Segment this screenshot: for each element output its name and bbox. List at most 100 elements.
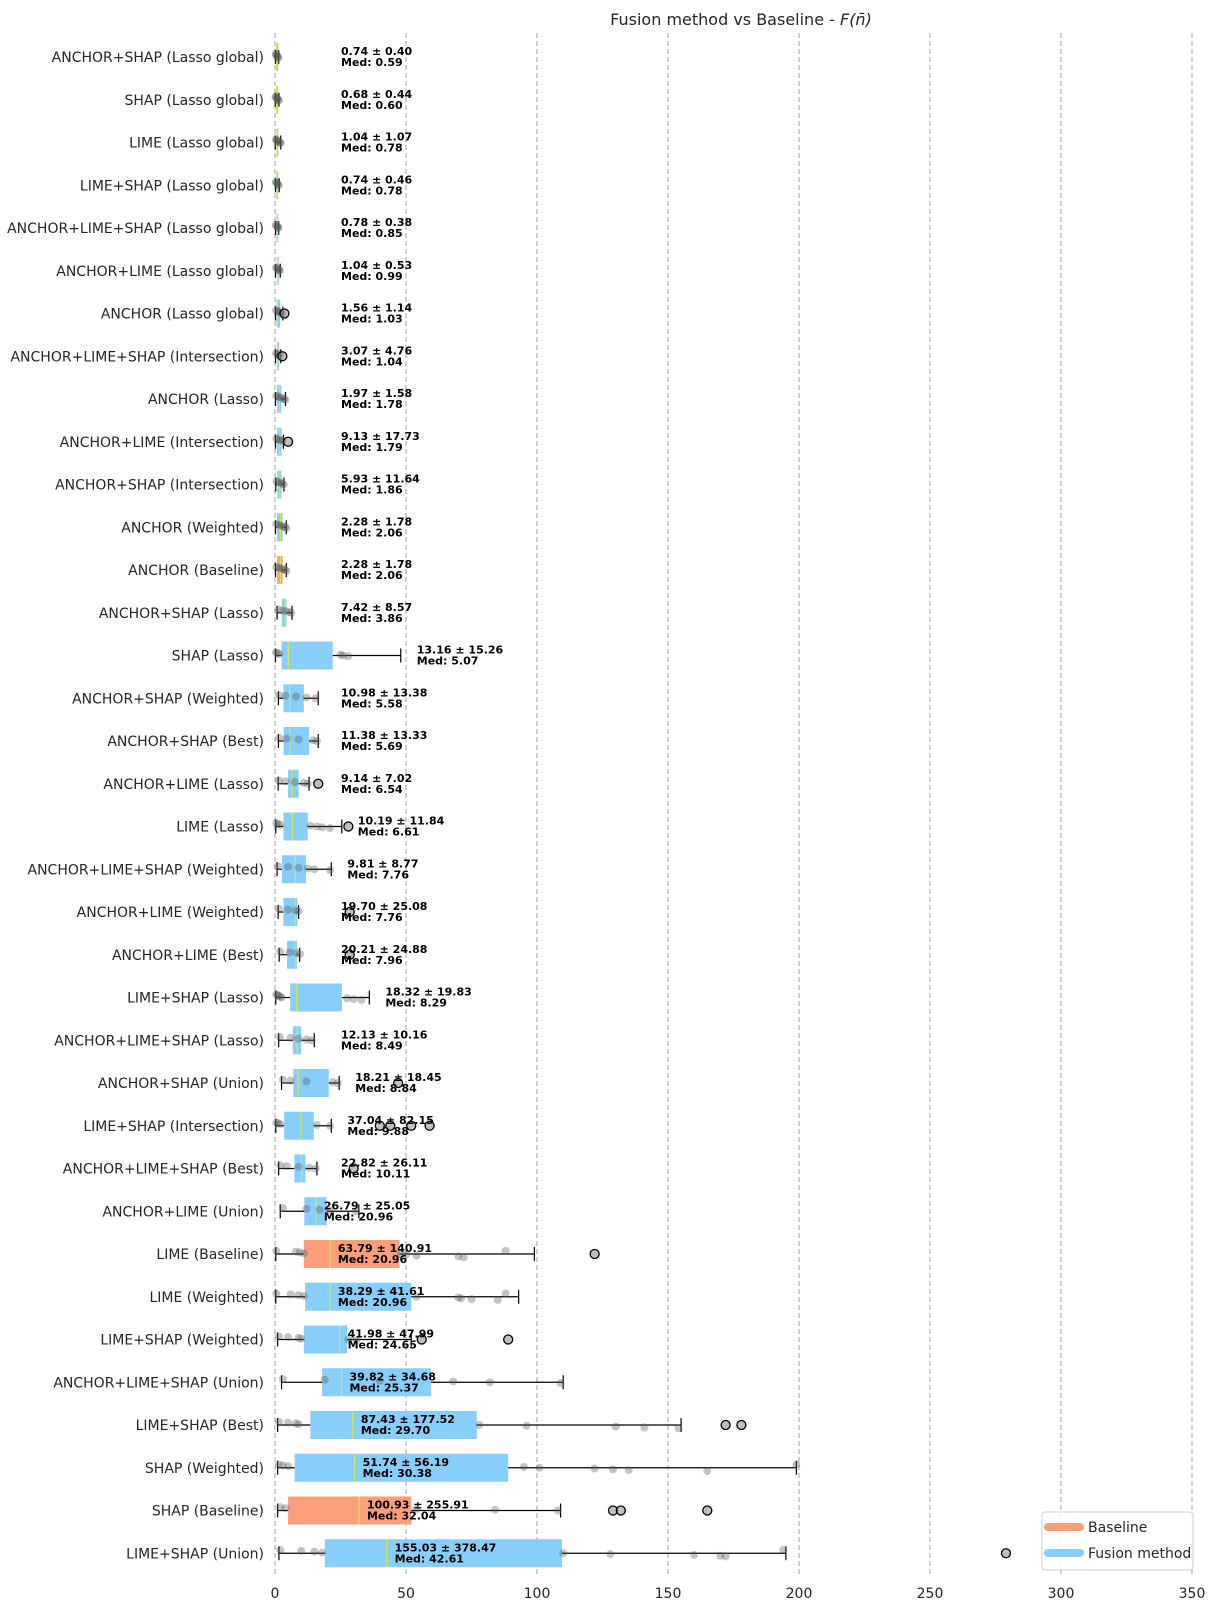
data-point — [276, 478, 285, 487]
data-point — [274, 224, 283, 232]
data-point — [501, 1246, 510, 1255]
data-point — [273, 649, 282, 658]
data-point — [286, 1076, 295, 1085]
box-row — [271, 43, 283, 71]
data-point — [294, 1034, 303, 1043]
box-row — [272, 1111, 435, 1140]
box-row — [272, 342, 288, 371]
data-point — [274, 563, 283, 572]
data-point — [297, 1334, 306, 1343]
box-row — [272, 812, 354, 841]
data-point — [272, 562, 281, 571]
box-iqr — [284, 1111, 314, 1140]
category-label: SHAP (Weighted) — [145, 1461, 264, 1477]
stat-median: Med: 5.69 — [341, 740, 403, 753]
stat-median: Med: 29.70 — [361, 1424, 431, 1437]
data-point — [274, 691, 283, 700]
data-point — [274, 265, 283, 274]
stat-median: Med: 1.79 — [341, 441, 403, 454]
data-point — [302, 693, 311, 702]
data-point — [674, 1424, 683, 1433]
stat-mean-sd: 18.21 ± 18.45 — [355, 1071, 441, 1084]
data-point — [454, 1252, 463, 1261]
data-point — [326, 1206, 335, 1215]
data-point — [326, 866, 335, 875]
data-point — [291, 906, 300, 915]
data-point — [287, 608, 296, 617]
data-point — [274, 776, 283, 785]
outlier-point — [344, 906, 355, 918]
category-label: LIME+SHAP (Best) — [136, 1418, 264, 1434]
category-label: ANCHOR+SHAP (Lasso) — [99, 606, 264, 622]
data-point — [284, 1418, 293, 1427]
data-point — [339, 651, 348, 660]
data-point — [275, 1033, 284, 1042]
stat-mean-sd: 87.43 ± 177.52 — [361, 1413, 455, 1426]
data-point — [282, 566, 291, 575]
category-label: ANCHOR+LIME (Union) — [102, 1204, 264, 1220]
box-row — [274, 1325, 514, 1354]
data-point — [454, 1293, 463, 1302]
category-label: LIME (Lasso) — [176, 820, 264, 836]
data-point — [274, 991, 283, 1000]
data-point — [274, 1332, 283, 1341]
box-row — [274, 898, 355, 926]
data-point — [275, 266, 284, 275]
data-point — [294, 907, 303, 916]
box-row — [274, 769, 324, 798]
outlier-point — [374, 1120, 385, 1131]
data-point — [274, 137, 283, 146]
data-point — [277, 993, 286, 1002]
x-tick-label: 300 — [1048, 1586, 1075, 1602]
stat-mean-sd: 10.19 ± 11.84 — [358, 815, 445, 828]
data-point — [276, 992, 285, 1001]
box-iqr — [281, 855, 306, 884]
box-iqr — [276, 299, 281, 328]
box-row — [276, 1154, 359, 1183]
data-point — [273, 991, 282, 1000]
data-point — [272, 1289, 281, 1298]
data-point — [343, 994, 352, 1003]
box-row — [272, 556, 291, 584]
category-label: ANCHOR+LIME (Best) — [112, 948, 264, 964]
data-point — [412, 1504, 421, 1513]
stat-mean-sd: 155.03 ± 378.47 — [395, 1541, 497, 1554]
data-point — [311, 1164, 320, 1173]
data-point — [274, 478, 283, 487]
data-point — [690, 1550, 699, 1559]
category-label: ANCHOR+LIME+SHAP (Union) — [53, 1375, 264, 1391]
data-point — [274, 1417, 283, 1426]
category-label: ANCHOR (Baseline) — [128, 563, 264, 579]
data-point — [271, 92, 280, 101]
outlier-point — [589, 1248, 600, 1260]
chart-title-prefix: Fusion method vs Baseline - — [610, 10, 840, 29]
box-iqr — [288, 1496, 412, 1525]
category-label: LIME+SHAP (Intersection) — [83, 1119, 264, 1135]
data-point — [412, 1292, 421, 1301]
data-point — [286, 1033, 295, 1042]
data-point — [352, 1207, 361, 1216]
data-point — [279, 565, 288, 574]
outlier-point — [279, 308, 290, 319]
outlier-point — [702, 1505, 713, 1516]
data-point — [305, 1163, 314, 1172]
stat-mean-sd: 0.68 ± 0.44 — [341, 88, 413, 101]
outlier-point — [282, 436, 294, 447]
category-label: LIME (Lasso global) — [129, 136, 264, 152]
stat-mean-sd: 11.38 ± 13.33 — [341, 729, 427, 742]
stat-mean-sd: 18.32 ± 19.83 — [385, 986, 471, 999]
stat-median: Med: 0.60 — [341, 99, 403, 112]
grid-layer: 0 50 100 150 200 250 300 350 — [271, 33, 1205, 1602]
category-label: ANCHOR+LIME (Intersection) — [60, 435, 264, 451]
stat-mean-sd: 39.82 ± 34.68 — [349, 1370, 435, 1383]
category-label: ANCHOR (Weighted) — [121, 520, 264, 536]
outlier-point — [736, 1419, 747, 1431]
data-point — [294, 735, 303, 744]
box-iqr — [293, 1069, 329, 1097]
outlier-point — [1000, 1548, 1012, 1559]
data-point — [272, 51, 281, 60]
data-point — [522, 1421, 531, 1430]
data-point — [295, 949, 304, 958]
data-point — [272, 306, 281, 315]
stat-mean-sd: 26.79 ± 25.05 — [324, 1199, 410, 1212]
